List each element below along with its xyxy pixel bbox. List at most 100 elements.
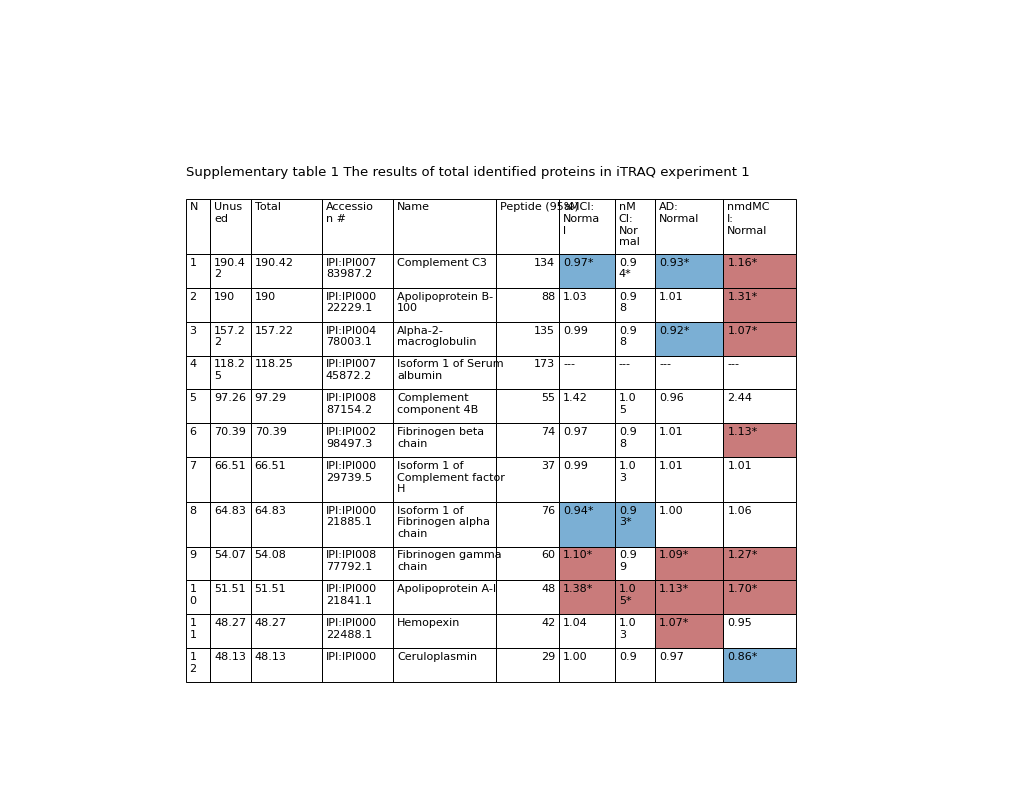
Bar xyxy=(322,254,393,288)
Bar xyxy=(393,322,495,355)
Text: 118.25: 118.25 xyxy=(255,359,293,370)
Bar xyxy=(495,355,558,389)
Bar xyxy=(722,423,796,457)
Bar xyxy=(722,581,796,615)
Bar xyxy=(251,502,322,547)
Bar xyxy=(654,581,722,615)
Text: 1.0
5: 1.0 5 xyxy=(619,393,636,415)
Text: 190: 190 xyxy=(214,292,235,302)
Bar xyxy=(722,649,796,682)
Bar xyxy=(210,355,251,389)
Bar xyxy=(251,355,322,389)
Bar xyxy=(654,254,722,288)
Text: 0.94*: 0.94* xyxy=(562,506,593,515)
Text: 1.42: 1.42 xyxy=(562,393,587,403)
Bar xyxy=(558,254,614,288)
Bar xyxy=(322,423,393,457)
Bar xyxy=(495,581,558,615)
Bar xyxy=(251,254,322,288)
Bar xyxy=(654,322,722,355)
Text: ---: --- xyxy=(562,359,575,370)
Text: 0.99: 0.99 xyxy=(562,461,587,471)
Bar xyxy=(185,322,210,355)
Text: 0.99: 0.99 xyxy=(562,325,587,336)
Bar xyxy=(722,547,796,581)
Text: 2: 2 xyxy=(190,292,197,302)
Text: ---: --- xyxy=(727,359,739,370)
Text: 1.06: 1.06 xyxy=(727,506,751,515)
Text: 0.9
3*: 0.9 3* xyxy=(619,506,636,527)
Text: N: N xyxy=(190,203,198,212)
Bar xyxy=(558,581,614,615)
Bar xyxy=(654,254,722,288)
Bar xyxy=(495,254,558,288)
Text: Isoform 1 of
Fibrinogen alpha
chain: Isoform 1 of Fibrinogen alpha chain xyxy=(396,506,490,539)
Bar xyxy=(654,199,722,254)
Bar xyxy=(654,423,722,457)
Bar xyxy=(495,615,558,649)
Text: 1.01: 1.01 xyxy=(658,427,683,437)
Bar xyxy=(654,389,722,423)
Bar xyxy=(322,649,393,682)
Bar xyxy=(558,457,614,502)
Bar xyxy=(393,457,495,502)
Bar xyxy=(654,547,722,581)
Text: 1
1: 1 1 xyxy=(190,618,197,640)
Text: 60: 60 xyxy=(541,550,554,560)
Bar xyxy=(210,581,251,615)
Bar xyxy=(322,355,393,389)
Bar xyxy=(614,254,654,288)
Text: 88: 88 xyxy=(540,292,554,302)
Bar xyxy=(558,322,614,355)
Bar xyxy=(614,389,654,423)
Text: 0.92*: 0.92* xyxy=(658,325,689,336)
Bar xyxy=(558,615,614,649)
Text: Complement C3: Complement C3 xyxy=(396,258,487,268)
Bar xyxy=(322,581,393,615)
Bar xyxy=(495,457,558,502)
Text: Total: Total xyxy=(255,203,280,212)
Bar xyxy=(722,288,796,322)
Text: 1.16*: 1.16* xyxy=(727,258,757,268)
Text: 42: 42 xyxy=(540,618,554,628)
Text: IPI:IPI000
22488.1: IPI:IPI000 22488.1 xyxy=(326,618,377,640)
Bar xyxy=(722,322,796,355)
Text: 0.9: 0.9 xyxy=(619,652,636,662)
Text: 54.07: 54.07 xyxy=(214,550,246,560)
Text: IPI:IPI000
21885.1: IPI:IPI000 21885.1 xyxy=(326,506,377,527)
Text: 1.13*: 1.13* xyxy=(658,584,689,594)
Text: 1.03: 1.03 xyxy=(562,292,587,302)
Bar xyxy=(393,615,495,649)
Text: IPI:IPI000
21841.1: IPI:IPI000 21841.1 xyxy=(326,584,377,606)
Text: Accessio
n #: Accessio n # xyxy=(326,203,373,224)
Bar xyxy=(558,355,614,389)
Text: Isoform 1 of Serum
albumin: Isoform 1 of Serum albumin xyxy=(396,359,503,381)
Text: 4: 4 xyxy=(190,359,197,370)
Bar xyxy=(495,389,558,423)
Bar xyxy=(722,254,796,288)
Text: Name: Name xyxy=(396,203,430,212)
Text: 157.22: 157.22 xyxy=(255,325,293,336)
Bar xyxy=(495,649,558,682)
Bar xyxy=(614,547,654,581)
Bar xyxy=(251,581,322,615)
Bar xyxy=(322,288,393,322)
Text: IPI:IPI008
77792.1: IPI:IPI008 77792.1 xyxy=(326,550,377,572)
Bar xyxy=(614,423,654,457)
Bar xyxy=(558,254,614,288)
Bar xyxy=(393,502,495,547)
Text: 1.00: 1.00 xyxy=(658,506,683,515)
Text: IPI:IPI002
98497.3: IPI:IPI002 98497.3 xyxy=(326,427,377,449)
Bar xyxy=(322,199,393,254)
Text: nmdMC
I:
Normal: nmdMC I: Normal xyxy=(727,203,769,236)
Text: 0.97*: 0.97* xyxy=(562,258,593,268)
Text: 1.0
5*: 1.0 5* xyxy=(619,584,636,606)
Text: 1.00: 1.00 xyxy=(562,652,587,662)
Text: 48.27: 48.27 xyxy=(255,618,286,628)
Bar xyxy=(722,389,796,423)
Text: 190.4
2: 190.4 2 xyxy=(214,258,246,280)
Bar xyxy=(210,547,251,581)
Bar xyxy=(185,254,210,288)
Bar xyxy=(558,581,614,615)
Bar xyxy=(251,615,322,649)
